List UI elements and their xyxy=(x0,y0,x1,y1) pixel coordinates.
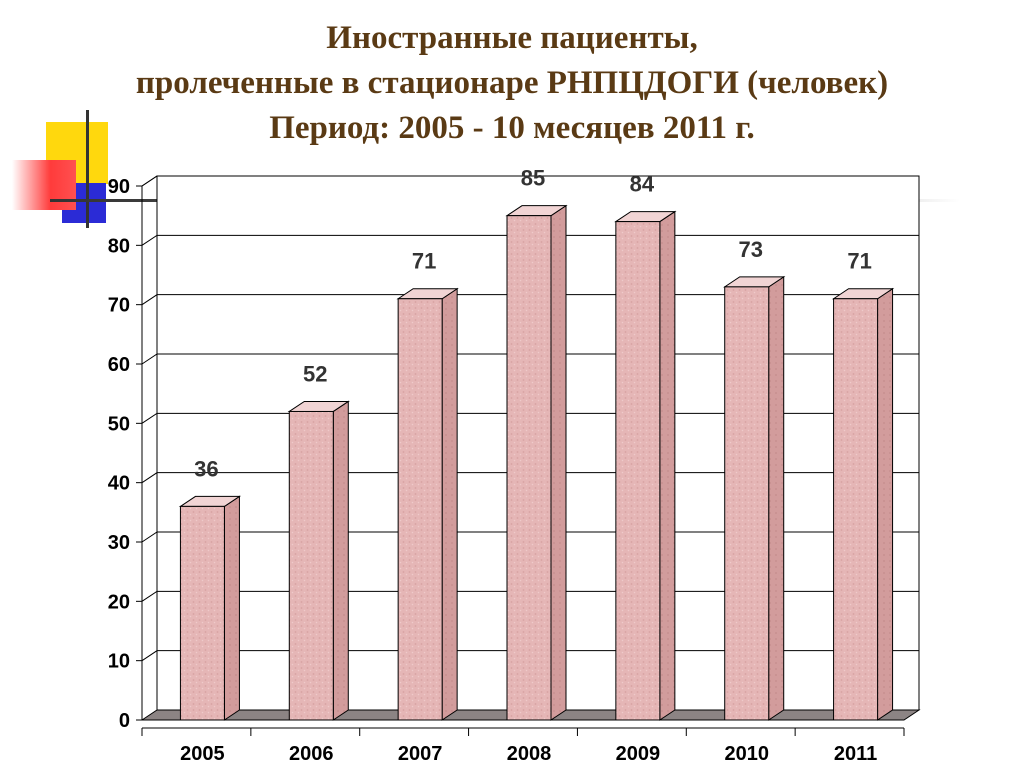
data-label-2011: 71 xyxy=(847,249,871,274)
title-line-1: Иностранные пациенты, xyxy=(326,20,698,56)
y-tick-label: 50 xyxy=(108,413,130,435)
y-tick-label: 90 xyxy=(108,176,130,198)
data-label-2010: 73 xyxy=(738,237,762,262)
bar-front xyxy=(179,505,225,721)
bar-front xyxy=(833,298,879,721)
bar-side xyxy=(768,275,785,721)
bar-2008 xyxy=(505,204,568,721)
bar-2007 xyxy=(396,287,459,721)
bar-side xyxy=(441,287,458,721)
x-tick-label-2009: 2009 xyxy=(616,743,661,765)
y-tick-label: 10 xyxy=(108,651,130,673)
bar-front xyxy=(288,410,334,721)
data-labels: 36 52 71 85 84 73 71 xyxy=(194,166,872,482)
decor-vertical-line xyxy=(86,110,89,228)
x-tick-label-2007: 2007 xyxy=(398,743,443,765)
bar-front xyxy=(397,298,443,721)
bar-side xyxy=(332,400,349,721)
y-tick-label: 30 xyxy=(108,532,130,554)
data-label-2006: 52 xyxy=(303,361,327,386)
bar-side xyxy=(877,287,894,721)
bar-front xyxy=(615,221,661,721)
title-line-3: Период: 2005 - 10 месяцев 2011 г. xyxy=(269,110,755,146)
y-tick-label: 70 xyxy=(108,295,130,317)
data-label-2005: 36 xyxy=(194,456,218,481)
x-tick-label-2005: 2005 xyxy=(180,743,225,765)
y-tick-label: 0 xyxy=(119,710,130,732)
x-tick-label-2010: 2010 xyxy=(724,743,769,765)
bar-2006 xyxy=(287,400,350,721)
data-label-2008: 85 xyxy=(521,166,545,191)
bar-side xyxy=(223,495,240,721)
x-tick-label-2006: 2006 xyxy=(289,743,334,765)
bar-2005 xyxy=(178,495,242,721)
bar-2010 xyxy=(723,275,786,721)
chart-title: Иностранные пациенты, пролеченные в стац… xyxy=(0,16,1024,151)
bar-2009 xyxy=(614,210,677,721)
bar-2011 xyxy=(831,287,895,721)
data-label-2007: 71 xyxy=(412,249,436,274)
bar-front xyxy=(506,215,552,721)
bars xyxy=(178,204,895,721)
data-label-2009: 84 xyxy=(630,172,655,197)
y-tick-label: 40 xyxy=(108,473,130,495)
bar-side xyxy=(550,204,567,721)
x-tick-label-2011: 2011 xyxy=(834,743,877,765)
x-axis: 2005 2006 2007 2008 2009 2010 2011 xyxy=(141,727,905,765)
y-tick-label: 20 xyxy=(108,591,130,613)
gridline xyxy=(141,175,919,187)
bar-side xyxy=(659,210,676,721)
y-tick-label: 80 xyxy=(108,235,130,257)
y-tick-label: 60 xyxy=(108,354,130,376)
x-tick-label-2008: 2008 xyxy=(507,743,552,765)
bar-front xyxy=(724,286,770,721)
y-axis: 0 10 20 30 40 50 60 70 80 90 xyxy=(108,176,142,732)
title-line-2: пролеченные в стационаре РНПЦДОГИ (челов… xyxy=(135,65,889,101)
